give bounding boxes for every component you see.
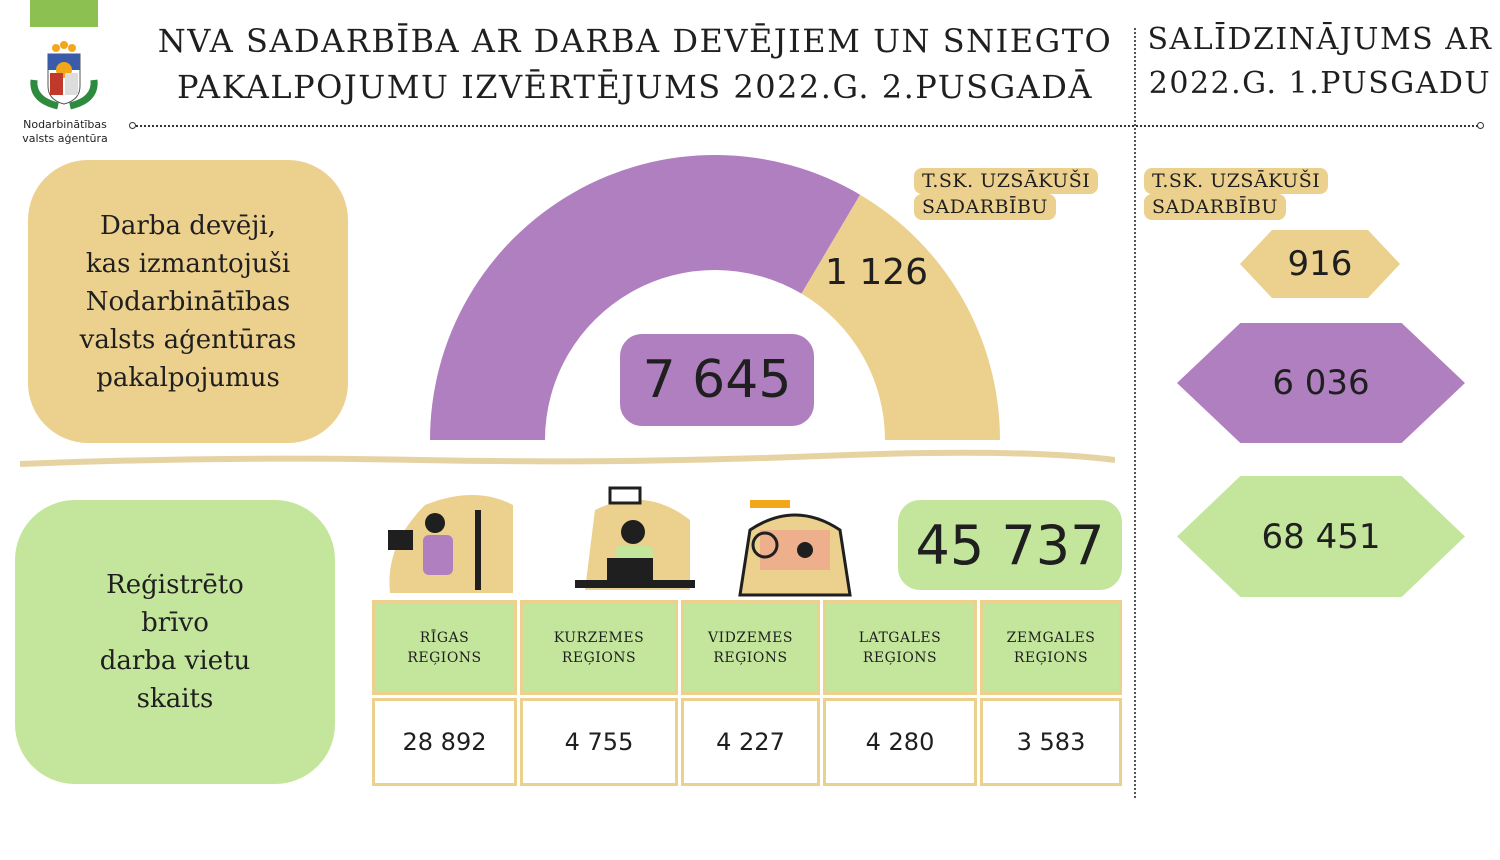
vacancies-total: 45 737 (898, 500, 1122, 590)
employers-total: 7 645 (620, 334, 814, 426)
brush-divider (20, 449, 1115, 467)
started-label-line2: SADARBĪBU (914, 194, 1056, 220)
comparison-label-line1: T.SK. UZSĀKUŠI (1144, 168, 1329, 194)
region-name: RĪGAS REĢIONS (372, 600, 517, 695)
region-name: KURZEMES REĢIONS (520, 600, 678, 695)
gauge-segment-total (430, 154, 861, 440)
office-worker-illustration (575, 486, 695, 590)
region-name: VIDZEMES REĢIONS (681, 600, 820, 695)
employers-label-card: Darba devēji, kas izmantojuši Nodarbināt… (28, 160, 348, 443)
comparison-employers-value: 6 036 (1177, 323, 1465, 443)
vacancies-label-card: Reģistrēto brīvo darba vietu skaits (15, 500, 335, 784)
brand-tab (30, 0, 98, 27)
started-label: T.SK. UZSĀKUŠI SADARBĪBU (914, 168, 1099, 220)
divider-dot (129, 122, 136, 129)
regions-value-row: 28 892 4 755 4 227 4 280 3 583 (372, 698, 1122, 786)
region-name: ZEMGALES REĢIONS (980, 600, 1122, 695)
doctor-illustration (388, 495, 513, 593)
coat-of-arms-logo (30, 41, 98, 110)
comparison-started-value: 916 (1240, 230, 1400, 298)
employers-gauge (430, 154, 1000, 440)
gauge-segment-started (801, 194, 1000, 440)
divider-dot (1477, 122, 1484, 129)
employers-started-value: 1 126 (825, 252, 929, 293)
driver-illustration (738, 500, 852, 597)
page-title: NVA SADARBĪBA AR DARBA DEVĒJIEM UN SNIEG… (157, 22, 1113, 106)
regions-table: RĪGAS REĢIONS KURZEMES REĢIONS VIDZEMES … (369, 597, 1125, 789)
logo-text: Nodarbinātības valsts aģentūra (22, 118, 108, 145)
started-label-line1: T.SK. UZSĀKUŠI (914, 168, 1099, 194)
regions-header-row: RĪGAS REĢIONS KURZEMES REĢIONS VIDZEMES … (372, 600, 1122, 695)
comparison-title: SALĪDZINĀJUMS AR 2022.G. 1.PUSGADU (1147, 22, 1493, 101)
comparison-label-line2: SADARBĪBU (1144, 194, 1286, 220)
region-value: 4 227 (681, 698, 820, 786)
comparison-vacancies-value: 68 451 (1177, 476, 1465, 597)
region-value: 4 755 (520, 698, 678, 786)
region-name: LATGALES REĢIONS (823, 600, 977, 695)
region-value: 28 892 (372, 698, 517, 786)
divider-vertical (1134, 28, 1136, 798)
region-value: 3 583 (980, 698, 1122, 786)
region-value: 4 280 (823, 698, 977, 786)
comparison-started-label: T.SK. UZSĀKUŠI SADARBĪBU (1144, 168, 1329, 220)
divider-horizontal (132, 125, 1482, 127)
